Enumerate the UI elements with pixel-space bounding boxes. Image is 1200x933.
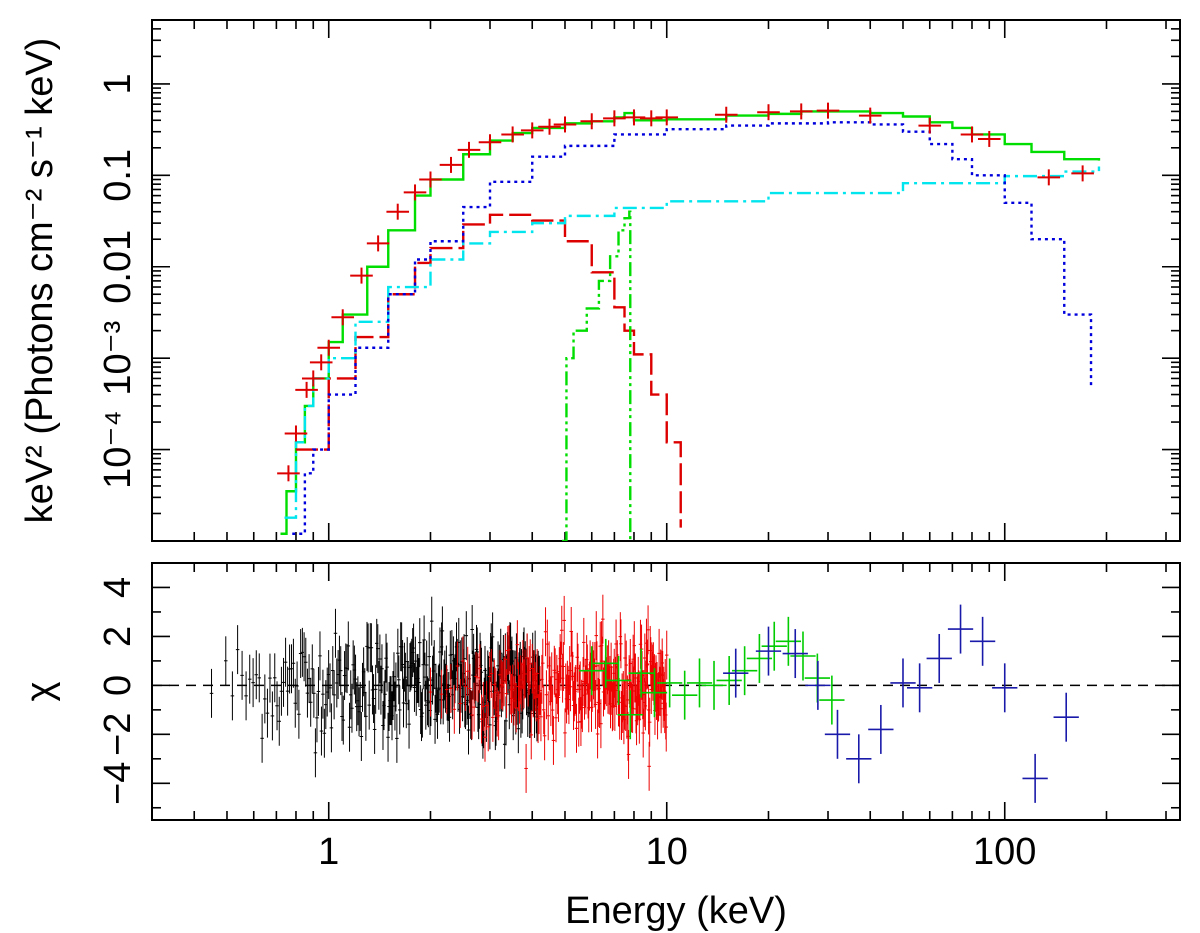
model-curve-iron-line-gaussian-	[562, 210, 632, 541]
model-curve-reflection-component	[292, 121, 1093, 535]
x-tick-label: 10	[646, 831, 688, 873]
residuals-y-tick-label: −2	[97, 713, 139, 756]
x-tick-label: 1	[318, 831, 339, 873]
residual-points	[209, 594, 1079, 803]
spectrum-y-tick-label: 0.1	[97, 149, 139, 202]
spectrum-y-tick-label: 1	[97, 73, 139, 94]
spectrum-y-tick-label: 10⁻³	[97, 321, 139, 396]
spectrum-frame	[151, 19, 1181, 542]
model-curve-total-model	[280, 110, 1101, 535]
model-curves	[280, 110, 1101, 541]
model-curve-blackbody-component	[295, 213, 682, 528]
residuals-panel: −4 −2 0 2 4 1 10 100	[97, 562, 1181, 873]
spectrum-data-points	[277, 102, 1094, 482]
x-axis-title: Energy (keV)	[565, 890, 787, 932]
x-tick-label: 100	[973, 831, 1036, 873]
residuals-y-tick-label: 2	[97, 626, 139, 647]
residuals-y-tick-label: 0	[97, 675, 139, 696]
residuals-y-tick-label: 4	[97, 577, 139, 598]
spectrum-y-axis-title: keV² (Photons cm⁻² s⁻¹ keV)	[19, 38, 61, 524]
spectrum-y-tick-label: 10⁻⁴	[97, 410, 139, 489]
residuals-y-tick-label: −4	[97, 762, 139, 805]
spectrum-y-tick-label: 0.01	[97, 230, 139, 304]
model-curve-power-law-component	[284, 166, 1101, 519]
spectrum-panel: 10⁻⁴ 10⁻³ 0.01 0.1 1	[97, 19, 1181, 542]
residuals-y-axis-title: χ	[19, 681, 61, 701]
